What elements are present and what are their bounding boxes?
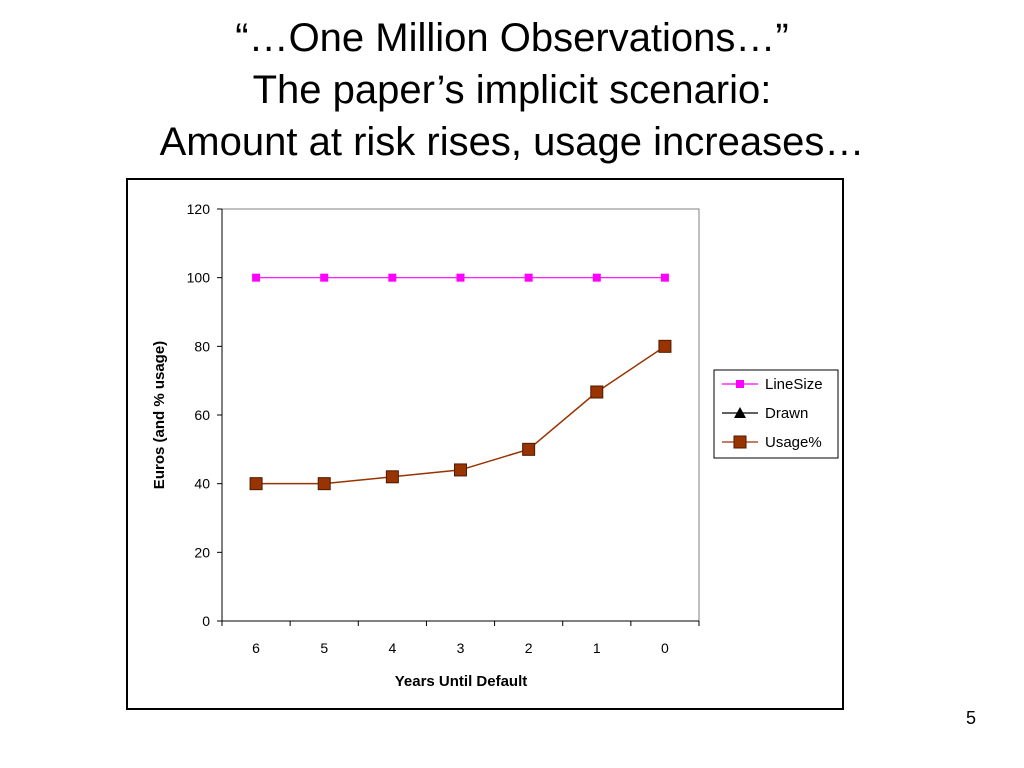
legend-label: Usage%: [765, 434, 822, 451]
axes: 0 20 40 60 80 100 120 6 5 4 3 2 1 0: [187, 201, 700, 656]
data-point-linesize: [524, 273, 533, 282]
series-linesize: [252, 273, 669, 282]
data-point-usage: [317, 477, 331, 491]
data-point-linesize: [592, 273, 601, 282]
slide-title: “…One Million Observations…” The paper’s…: [0, 12, 1024, 168]
x-tick-label: 6: [252, 640, 260, 656]
series: [249, 273, 672, 491]
data-point-linesize: [388, 273, 397, 282]
page-number: 5: [965, 708, 976, 728]
title-line-2: The paper’s implicit scenario:: [252, 68, 772, 112]
x-tick-label: 3: [457, 640, 465, 656]
x-tick-label: 5: [320, 640, 328, 656]
legend-item: Drawn: [722, 405, 808, 422]
data-point-linesize: [320, 273, 329, 282]
y-axis-title: Euros (and % usage): [151, 341, 168, 489]
x-tick-label: 1: [593, 640, 601, 656]
legend: LineSize Drawn Usage%: [713, 369, 839, 459]
data-point-usage: [522, 442, 536, 456]
x-tick-label: 0: [661, 640, 669, 656]
data-point-usage: [454, 463, 467, 477]
title-line-3: Amount at risk rises, usage increases…: [159, 120, 865, 164]
series-usage: [249, 339, 672, 491]
legend-marker: [736, 380, 744, 388]
data-point-linesize: [456, 273, 465, 282]
data-point-usage: [590, 385, 604, 399]
data-point-linesize: [252, 273, 261, 282]
title-line-1: “…One Million Observations…”: [235, 16, 789, 60]
y-tick-label: 20: [194, 544, 210, 560]
legend-label: LineSize: [765, 376, 823, 393]
legend-item: LineSize: [722, 376, 823, 393]
y-tick-label: 40: [194, 476, 210, 492]
x-axis-title: Years Until Default: [395, 673, 528, 690]
data-point-usage: [385, 470, 399, 484]
y-tick-label: 0: [202, 613, 210, 629]
x-tick-label: 2: [525, 640, 533, 656]
plot-area: [221, 208, 700, 622]
legend-marker: [733, 435, 747, 449]
legend-item: Usage%: [722, 434, 822, 451]
data-point-usage: [249, 477, 263, 491]
x-tick-label: 4: [388, 640, 396, 656]
series-line-usage: [256, 345, 666, 485]
legend-marker: [734, 407, 746, 418]
y-tick-label: 120: [187, 201, 211, 217]
data-point-linesize: [660, 273, 669, 282]
y-tick-label: 80: [194, 338, 210, 354]
data-point-usage: [658, 339, 672, 353]
y-tick-label: 60: [194, 407, 210, 423]
y-tick-label: 100: [187, 270, 211, 286]
legend-label: Drawn: [765, 405, 808, 422]
